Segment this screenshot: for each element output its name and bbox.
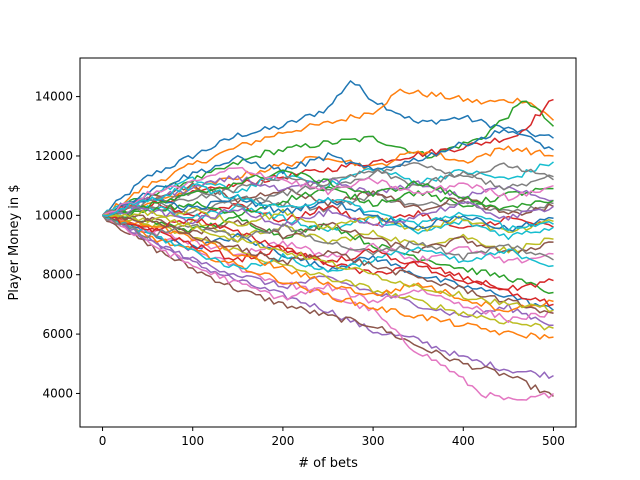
- x-tick-label: 300: [362, 434, 385, 448]
- series-line-30: [102, 214, 554, 273]
- series-line-6: [101, 214, 554, 397]
- series-line-21: [102, 128, 554, 217]
- series-line-37: [102, 166, 554, 216]
- series-line-4: [102, 98, 554, 216]
- x-axis-label: # of bets: [298, 456, 358, 471]
- y-axis-label: Player Money in $: [7, 184, 22, 300]
- x-tick-label: 100: [181, 434, 204, 448]
- y-tick-label: 6000: [42, 327, 73, 341]
- series-line-32: [102, 212, 554, 313]
- series-line-15: [102, 214, 554, 326]
- series-line-34: [102, 214, 554, 307]
- series-line-33: [102, 169, 554, 219]
- series-line-5: [101, 214, 554, 379]
- series-line-12: [102, 145, 554, 218]
- y-tick-label: 10000: [35, 208, 73, 222]
- y-tick-label: 8000: [42, 268, 73, 282]
- series-line-27: [101, 214, 554, 324]
- series-line-39: [102, 209, 554, 313]
- series-line-18: [102, 162, 554, 218]
- y-tick-label: 14000: [35, 90, 73, 104]
- series-layer: [101, 80, 555, 401]
- series-line-29: [102, 206, 554, 233]
- x-tick-label: 200: [271, 434, 294, 448]
- y-tick-label: 4000: [42, 386, 73, 400]
- x-tick-label: 500: [542, 434, 565, 448]
- series-line-20: [102, 203, 554, 241]
- x-tick-label: 0: [99, 434, 107, 448]
- series-line-16: [102, 182, 554, 216]
- x-tick-label: 400: [452, 434, 475, 448]
- x-axis-ticks: 0 100 200 300 400 500: [99, 427, 565, 448]
- series-line-2: [101, 88, 555, 216]
- plot-frame: [79, 57, 577, 428]
- y-axis-ticks: 4000 6000 8000 10000 12000 14000: [35, 90, 80, 400]
- series-line-1: [102, 80, 554, 216]
- series-line-38: [101, 214, 554, 261]
- y-tick-label: 12000: [35, 149, 73, 163]
- series-line-35: [102, 200, 554, 228]
- series-line-24: [102, 214, 554, 292]
- series-line-36: [102, 213, 554, 315]
- series-line-40: [102, 183, 554, 232]
